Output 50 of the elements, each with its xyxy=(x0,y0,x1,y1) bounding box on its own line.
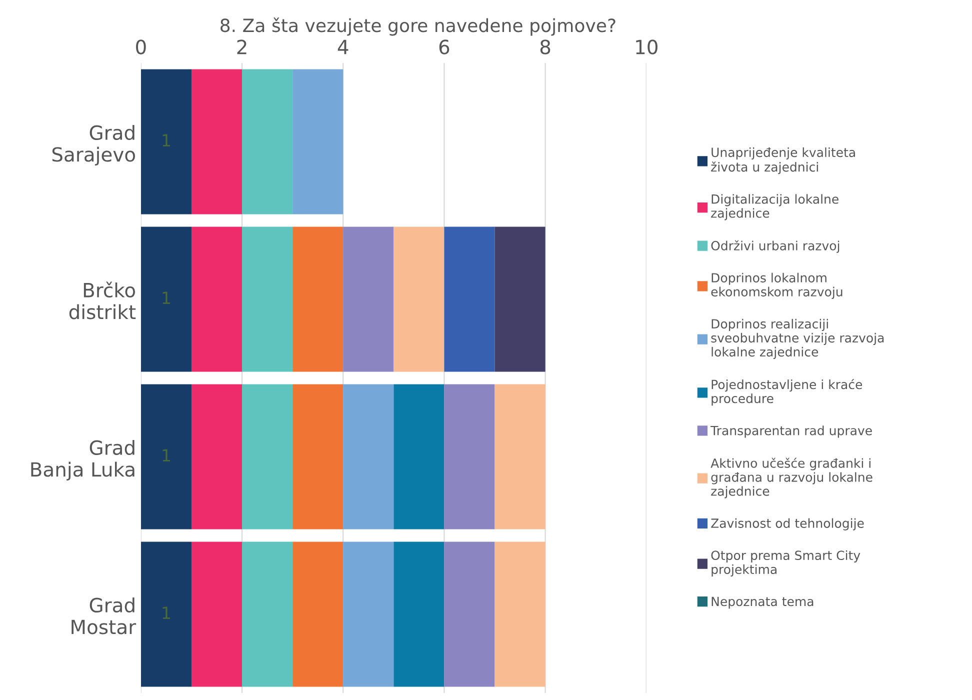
bar xyxy=(242,69,293,214)
bar xyxy=(191,384,242,530)
x-tick-label: 2 xyxy=(237,40,246,54)
bar xyxy=(394,384,444,530)
y-tick-label: Grad Mostar xyxy=(72,597,136,634)
legend-label: Doprinos lokalnom ekonomskom razvoju xyxy=(711,272,842,299)
bar xyxy=(292,542,344,687)
legend-label: Nepoznata tema xyxy=(712,596,814,609)
legend-label: Transparentan rad uprave xyxy=(710,426,872,438)
legend-label: Doprinos realizaciji sveobuhvatne vizije razvoja lokalne zajednice xyxy=(711,318,884,359)
x-tick-label: 6 xyxy=(439,40,450,54)
bar xyxy=(444,226,495,372)
bar xyxy=(140,69,192,214)
y-tick-label: Grad Banja Luka xyxy=(31,440,134,481)
bar xyxy=(242,226,293,372)
x-tick-label: 8 xyxy=(540,40,550,54)
bar xyxy=(242,384,293,530)
bar xyxy=(444,542,495,687)
x-tick-label: 0 xyxy=(136,40,146,54)
bar xyxy=(140,384,192,530)
legend-label: Unaprijeđenje kvaliteta života u zajednici xyxy=(711,147,855,174)
y-tick-label: Grad Sarajevo xyxy=(52,124,136,166)
bar xyxy=(191,226,242,372)
chart-title: 8. Za šta vezujete gore navedene pojmove? xyxy=(220,18,616,36)
x-tick-label: 10 xyxy=(636,40,658,54)
bar xyxy=(292,69,344,214)
bar xyxy=(394,226,444,372)
bar xyxy=(191,69,242,214)
bar xyxy=(292,384,344,530)
bar xyxy=(242,542,293,687)
bar xyxy=(191,542,242,687)
bar xyxy=(343,226,394,372)
bar xyxy=(394,542,444,687)
bar xyxy=(343,542,394,687)
legend-label: Održivi urbani razvoj xyxy=(711,240,840,253)
x-tick-label: 4 xyxy=(338,40,348,54)
bar xyxy=(444,384,495,530)
legend-label: Zavisnost od tehnologije xyxy=(711,518,864,530)
bar xyxy=(140,542,192,687)
bar xyxy=(292,226,344,372)
bar xyxy=(140,226,192,372)
legend-label: Pojednostavljene i kraće procedure xyxy=(712,379,862,406)
bar xyxy=(494,384,546,530)
bar xyxy=(343,384,394,530)
bar xyxy=(494,542,546,687)
y-tick-label: Brčko distrikt xyxy=(69,282,136,320)
bar xyxy=(494,226,546,372)
legend-label: Aktivno učešće građanki i građana u razvoju lokalne zajednice xyxy=(710,458,872,498)
legend-label: Digitalizacija lokalne zajednice xyxy=(711,194,838,220)
legend-label: Otpor prema Smart City projektima xyxy=(711,550,860,576)
